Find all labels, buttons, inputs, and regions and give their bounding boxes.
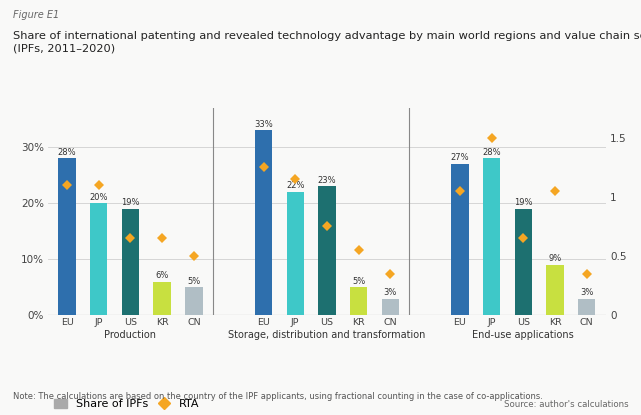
Text: 28%: 28% — [58, 148, 76, 157]
Text: 19%: 19% — [121, 198, 140, 207]
Text: 19%: 19% — [514, 198, 533, 207]
Text: 23%: 23% — [317, 176, 337, 185]
Bar — [350, 287, 367, 315]
Text: 28%: 28% — [483, 148, 501, 157]
Text: Figure E1: Figure E1 — [13, 10, 59, 20]
Text: 9%: 9% — [549, 254, 562, 263]
Bar — [255, 130, 272, 315]
Bar — [515, 209, 532, 315]
Bar — [451, 164, 469, 315]
Bar — [185, 287, 203, 315]
Text: Production: Production — [104, 330, 156, 340]
Bar — [318, 186, 336, 315]
Text: 20%: 20% — [90, 193, 108, 202]
Bar — [483, 159, 501, 315]
Text: (IPFs, 2011–2020): (IPFs, 2011–2020) — [13, 44, 115, 54]
Text: 5%: 5% — [187, 277, 201, 286]
Text: 27%: 27% — [451, 153, 469, 162]
Bar — [381, 298, 399, 315]
Text: Source: author's calculations: Source: author's calculations — [504, 400, 628, 409]
Text: 22%: 22% — [286, 181, 304, 190]
Text: 5%: 5% — [352, 277, 365, 286]
Bar — [153, 282, 171, 315]
Bar — [287, 192, 304, 315]
Text: 3%: 3% — [580, 288, 594, 297]
Text: Storage, distribution and transformation: Storage, distribution and transformation — [228, 330, 426, 340]
Text: Note: The calculations are based on the country of the IPF applicants, using fra: Note: The calculations are based on the … — [13, 392, 543, 401]
Text: 3%: 3% — [383, 288, 397, 297]
Text: 33%: 33% — [254, 120, 273, 129]
Text: 6%: 6% — [156, 271, 169, 280]
Text: Share of international patenting and revealed technology advantage by main world: Share of international patenting and rev… — [13, 31, 641, 41]
Bar — [578, 298, 595, 315]
Text: End-use applications: End-use applications — [472, 330, 574, 340]
Legend: Share of IPFs, RTA: Share of IPFs, RTA — [54, 399, 200, 410]
Bar — [58, 159, 76, 315]
Bar — [90, 203, 108, 315]
Bar — [122, 209, 139, 315]
Bar — [546, 265, 564, 315]
